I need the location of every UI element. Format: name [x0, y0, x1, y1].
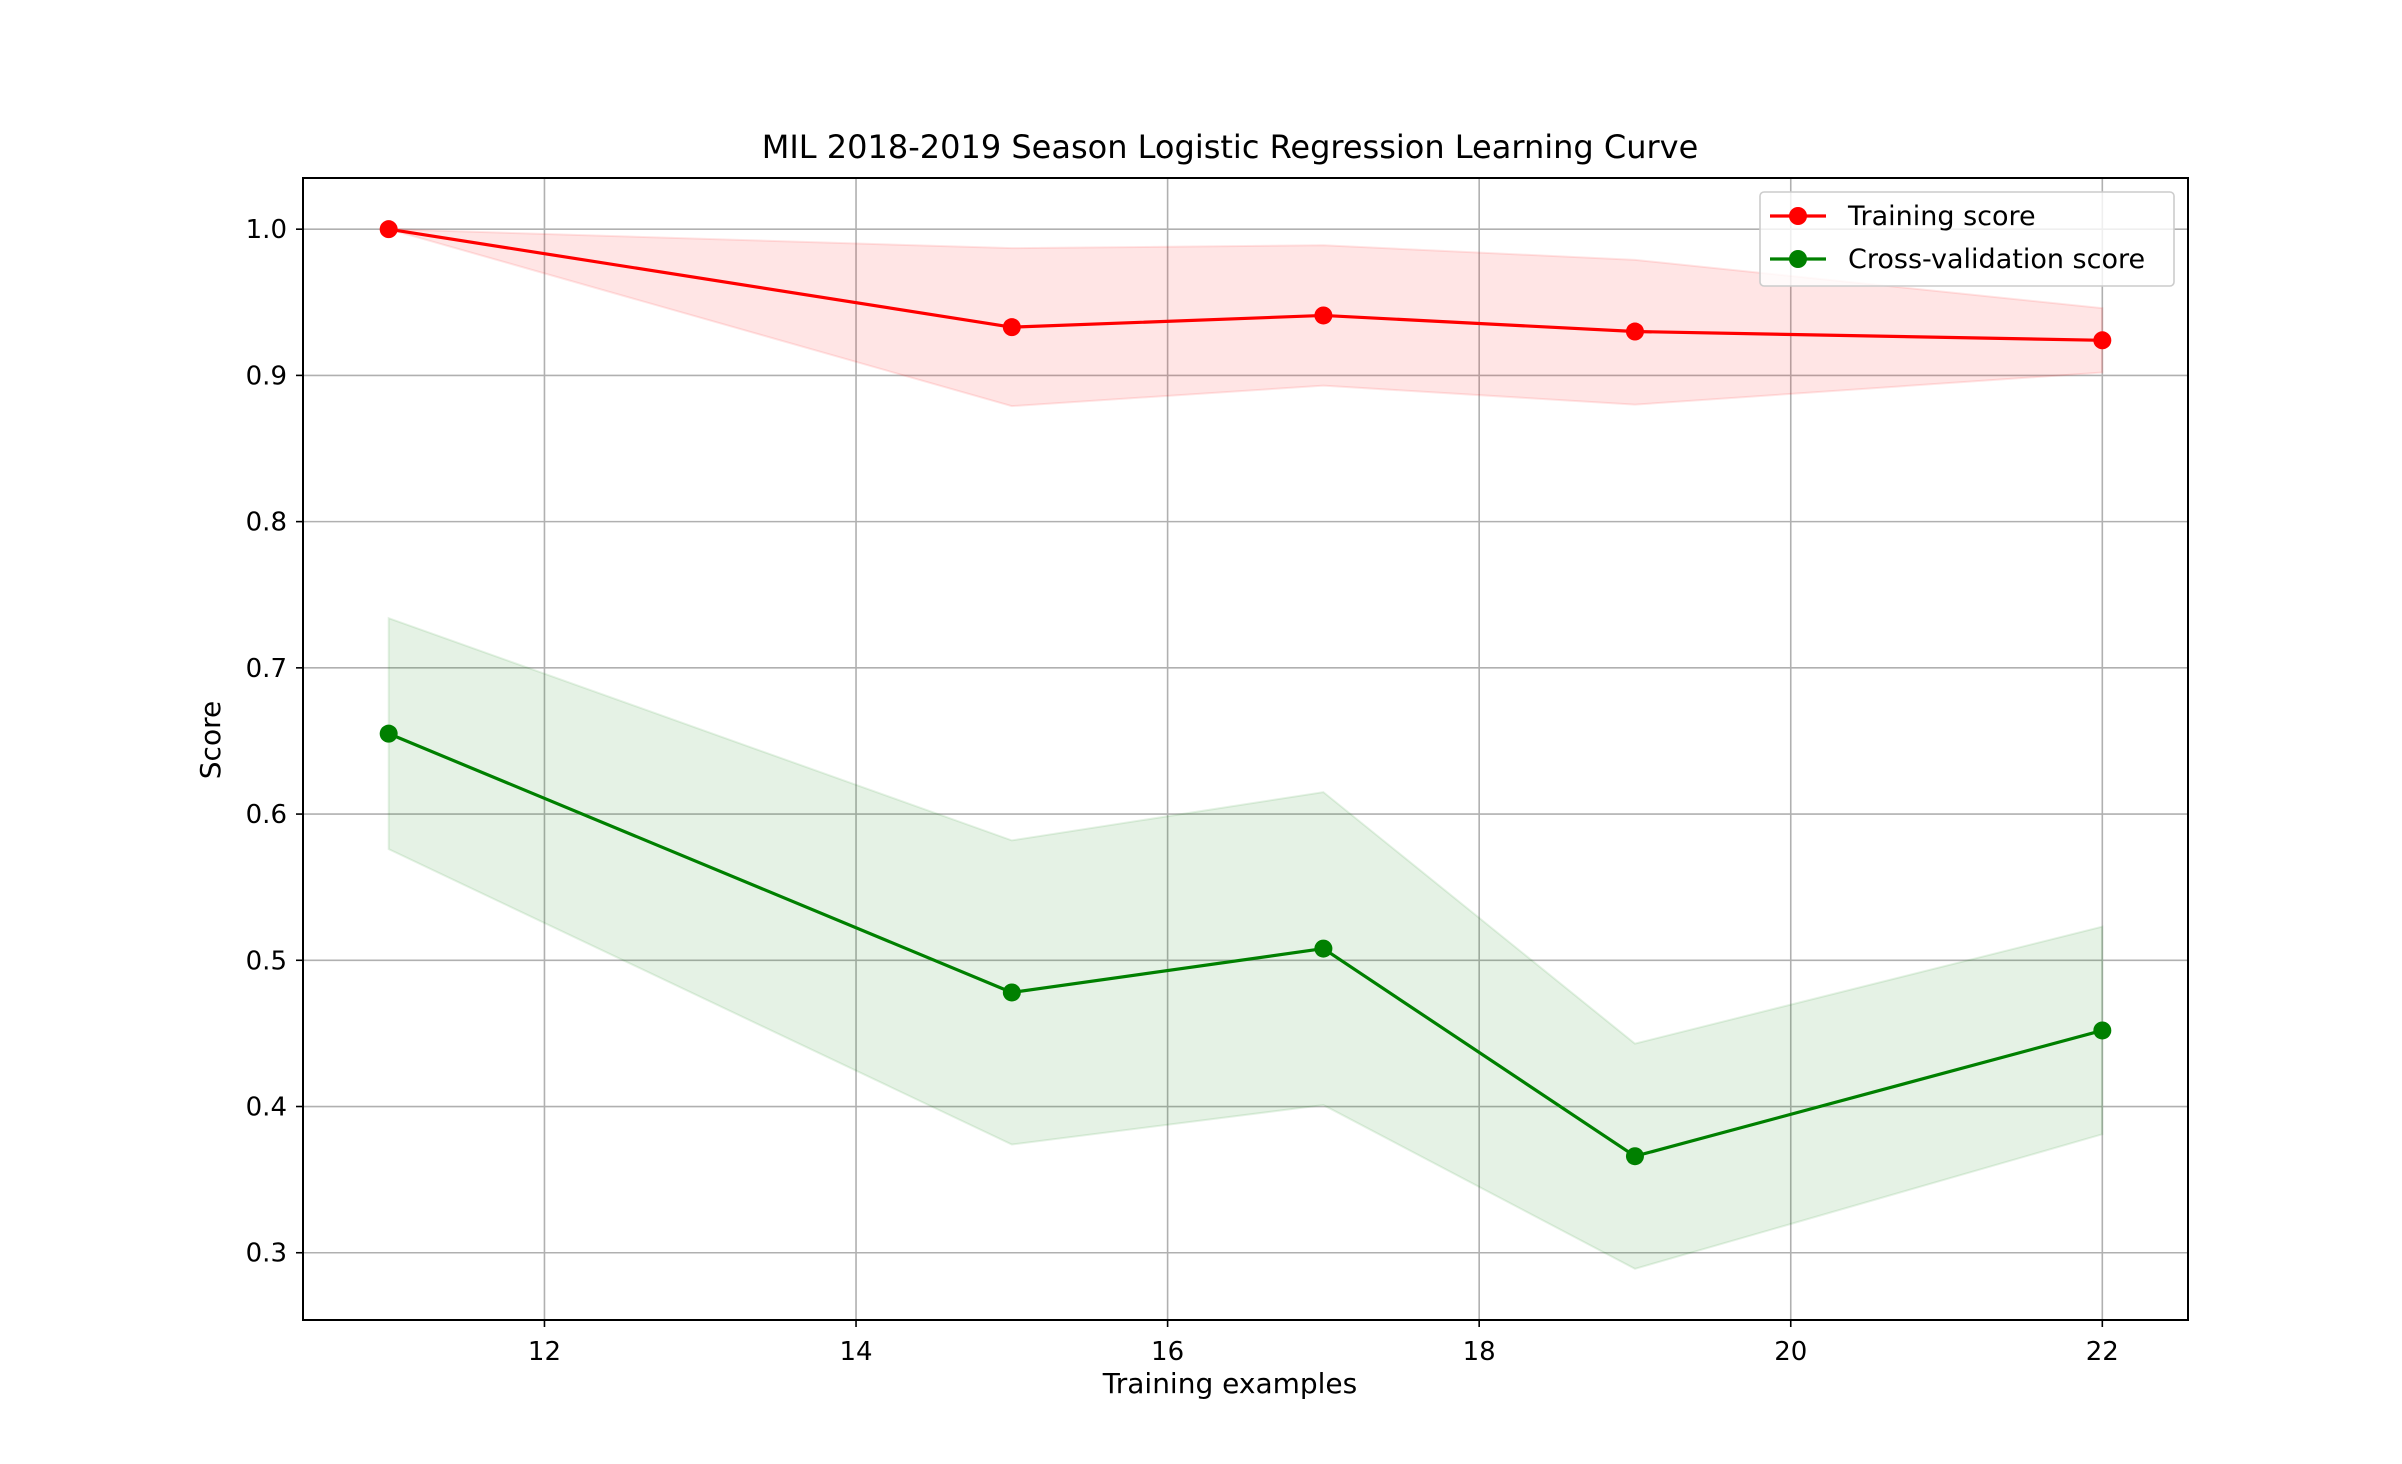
- legend-box: [1759, 191, 2175, 287]
- series-0-point: [1625, 322, 1644, 341]
- x-tick-label: 12: [528, 1337, 561, 1367]
- series-1-point: [2093, 1021, 2112, 1040]
- chart-legend: Training score Cross-validation score: [1759, 191, 2175, 287]
- chart-title: MIL 2018-2019 Season Logistic Regression…: [762, 128, 1699, 166]
- series-1-point: [1625, 1147, 1644, 1166]
- x-tick-label: 20: [1774, 1337, 1807, 1367]
- x-axis-label: Training examples: [1102, 1367, 1358, 1400]
- axis-ticks: 12 14 16 18 20 22 0.3 0.4 0.5 0.6 0.7 0.8 0.9 1.0: [246, 215, 2119, 1367]
- series-0-point: [379, 220, 398, 239]
- legend-label: Training score: [1847, 201, 2036, 232]
- y-tick-label: 0.6: [246, 800, 287, 830]
- series-0-point: [1314, 306, 1333, 325]
- x-tick-label: 14: [839, 1337, 872, 1367]
- x-tick-label: 16: [1151, 1337, 1184, 1367]
- y-axis-label: Score: [194, 701, 227, 779]
- series-1-point: [1002, 983, 1021, 1002]
- grid-lines: [303, 178, 2188, 1320]
- legend-marker-swatch: [1789, 250, 1807, 268]
- series-0-point: [2093, 331, 2112, 350]
- y-tick-label: 0.7: [246, 654, 287, 684]
- series-points: [379, 220, 2112, 1166]
- y-tick-label: 0.5: [246, 946, 287, 976]
- x-tick-label: 18: [1463, 1337, 1496, 1367]
- plot-area-frame: [302, 177, 2189, 1321]
- y-tick-label: 0.9: [246, 361, 287, 391]
- legend-marker-swatch: [1789, 207, 1807, 225]
- series-0-point: [1002, 318, 1021, 337]
- x-tick-label: 22: [2086, 1337, 2119, 1367]
- legend-label: Cross-validation score: [1848, 244, 2145, 275]
- series-1-point: [1314, 939, 1333, 958]
- y-tick-label: 0.3: [246, 1239, 287, 1269]
- series-1-point: [379, 724, 398, 743]
- y-tick-label: 0.8: [246, 508, 287, 538]
- y-tick-label: 0.4: [246, 1093, 287, 1123]
- y-tick-label: 1.0: [246, 215, 287, 245]
- series-1-band: [387, 616, 2104, 1270]
